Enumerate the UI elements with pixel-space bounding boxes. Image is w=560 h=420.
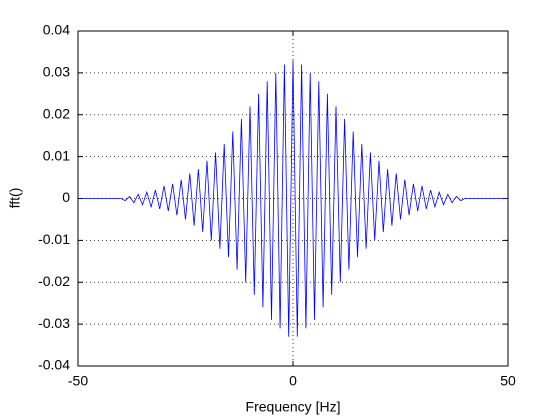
y-tick-label: -0.01 bbox=[38, 231, 70, 247]
plot-frame bbox=[77, 30, 509, 367]
y-tick-label: 0.03 bbox=[43, 64, 70, 80]
x-tick-label: 50 bbox=[500, 373, 516, 389]
y-tick-label: 0.04 bbox=[43, 22, 70, 38]
x-axis-label: Frequency [Hz] bbox=[246, 399, 341, 415]
y-axis-label: fft() bbox=[7, 188, 23, 209]
y-tick-label: -0.03 bbox=[38, 315, 70, 331]
y-tick-label: -0.02 bbox=[38, 273, 70, 289]
x-tick-label: -50 bbox=[68, 373, 88, 389]
y-tick-label: 0.02 bbox=[43, 105, 70, 121]
y-tick-label: -0.04 bbox=[38, 357, 70, 373]
data-line bbox=[78, 60, 508, 337]
y-tick-label: 0.01 bbox=[43, 147, 70, 163]
x-tick-label: 0 bbox=[289, 373, 297, 389]
y-tick-label: 0 bbox=[62, 189, 70, 205]
